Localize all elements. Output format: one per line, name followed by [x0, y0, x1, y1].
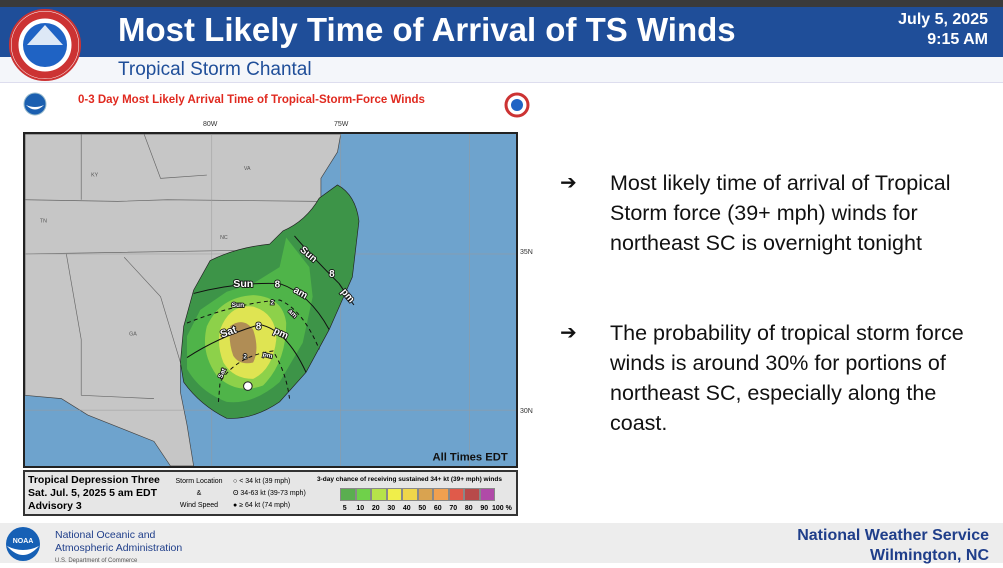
state-label: NC: [220, 235, 228, 241]
nhc-graphic: 0-3 Day Most Likely Arrival Time of Trop…: [18, 88, 536, 518]
isochrone-label: 8: [275, 280, 281, 291]
times-note: All Times EDT: [432, 451, 507, 463]
scale-swatch: [386, 488, 402, 501]
wind-speed-label: Wind Speed: [179, 502, 219, 509]
scale-swatch: [371, 488, 387, 501]
hurricane-symbol-icon: ●: [233, 502, 238, 509]
noaa-logo-text: NOAA: [13, 538, 34, 545]
scale-label: 50: [418, 505, 427, 512]
wind-class: < 34 kt (39 mph): [239, 478, 291, 485]
graphic-title: 0-3 Day Most Likely Arrival Time of Trop…: [78, 94, 425, 106]
scale-label: 30: [387, 505, 396, 512]
scale-label: 5: [342, 505, 347, 512]
storm-location-icon: [243, 381, 253, 391]
noaa-small-logo-icon: [23, 92, 47, 116]
subtitle-bar: [0, 57, 1003, 83]
scale-swatch: [464, 488, 480, 501]
wind-class: ≥ 64 kt (74 mph): [239, 502, 291, 509]
header-bar: [0, 7, 1003, 57]
bullet-text: Most likely time of arrival of Tropical …: [610, 171, 951, 255]
isochrone-label: Sun: [233, 278, 253, 290]
nws-small-logo-icon: [504, 92, 530, 118]
isochrone-label: 8: [256, 322, 262, 333]
scale-swatch: [417, 488, 433, 501]
time: 9:15 AM: [927, 31, 988, 48]
window-top-bar: [0, 0, 1003, 7]
storm-name: Tropical Depression Three: [28, 474, 160, 486]
isochrones: [186, 235, 355, 402]
isochrone-label: 2: [270, 299, 274, 306]
nws-logo: [9, 9, 81, 81]
arrow-icon: ➔: [560, 322, 577, 344]
noaa-name-2: Atmospheric Administration: [55, 542, 183, 554]
state-label: VA: [244, 166, 251, 172]
tropical-storm-symbol-icon: ʘ: [233, 490, 239, 497]
scale-label: 90: [480, 505, 489, 512]
probability-scale: [340, 488, 495, 501]
lon-label: 75W: [334, 121, 349, 128]
amp: &: [196, 490, 202, 497]
nws-name: National Weather Service: [797, 527, 989, 544]
date: July 5, 2025: [898, 11, 988, 28]
office-name: Wilmington, NC: [870, 547, 989, 564]
scale-label: 60: [433, 505, 442, 512]
scale-label: 20: [371, 505, 380, 512]
scale-swatch: [355, 488, 371, 501]
bullet-text: The probability of tropical storm force …: [610, 321, 964, 435]
scale-title: 3-day chance of receiving sustained 34+ …: [317, 476, 502, 483]
state-label: GA: [129, 332, 137, 338]
scale-swatch: [448, 488, 464, 501]
scale-label: 100 %: [492, 505, 512, 512]
isochrone-label: 8: [329, 269, 335, 280]
state-borders: [24, 133, 320, 399]
scale-swatch: [340, 488, 356, 501]
wind-class: 34-63 kt (39-73 mph): [240, 490, 306, 497]
storm-location-label: Storm Location: [175, 478, 223, 485]
circle-open-icon: ○: [233, 478, 238, 485]
doc-name: U.S. Department of Commerce: [55, 558, 138, 564]
lat-label: 30N: [520, 408, 533, 415]
footer: NOAA National Oceanic and Atmospheric Ad…: [0, 523, 1003, 564]
isochrone-label: 2: [243, 354, 247, 361]
scale-swatch: [402, 488, 418, 501]
arrow-icon: ➔: [560, 172, 577, 194]
lat-label: 35N: [520, 249, 533, 256]
probability-scale-labels: 5 10 20 30 40 50 60 70 80 90 100 %: [337, 505, 512, 512]
scale-swatch: [433, 488, 449, 501]
scale-label: 70: [449, 505, 458, 512]
advisory-time: Sat. Jul. 5, 2025 5 am EDT: [28, 487, 157, 499]
date-time: July 5, 2025 9:15 AM: [898, 10, 988, 50]
noaa-name-1: National Oceanic and: [55, 529, 156, 541]
map-legend: Tropical Depression Three Sat. Jul. 5, 2…: [23, 470, 518, 516]
page-title: Most Likely Time of Arrival of TS Winds: [118, 11, 736, 48]
page-subtitle: Tropical Storm Chantal: [118, 59, 312, 80]
scale-label: 40: [402, 505, 411, 512]
scale-swatch: [479, 488, 495, 501]
state-label: TN: [40, 219, 47, 225]
state-label: KY: [91, 173, 99, 179]
isochrone-label: pm: [262, 351, 274, 360]
scale-label: 80: [464, 505, 473, 512]
noaa-logo-icon: NOAA: [6, 527, 40, 561]
advisory-number: Advisory 3: [28, 500, 82, 512]
lon-label: 80W: [203, 121, 218, 128]
scale-label: 10: [356, 505, 365, 512]
isochrone-label: Sun: [232, 302, 244, 309]
arrival-time-map: KY VA TN NC GA Sun 8 pm Sun: [23, 132, 518, 468]
